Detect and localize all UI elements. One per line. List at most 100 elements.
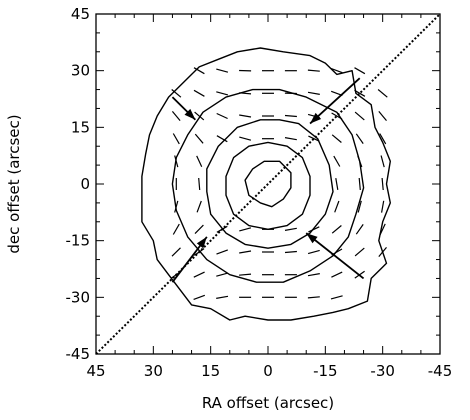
x-axis-label: RA offset (arcsec) <box>202 394 334 412</box>
polarization-vector <box>307 296 320 299</box>
x-tick-label: 15 <box>201 362 220 380</box>
polarization-vector <box>174 200 179 213</box>
polarization-vector <box>331 134 342 143</box>
polarization-vector <box>334 200 340 213</box>
polarization-vector <box>193 248 205 256</box>
x-tick-label: -45 <box>428 362 453 380</box>
polarization-vector <box>239 250 252 254</box>
contour-line <box>225 141 311 231</box>
diagonal-track <box>95 13 441 355</box>
y-tick-label: -30 <box>66 288 91 306</box>
y-tick-label: -45 <box>66 345 91 363</box>
polarization-vector <box>172 223 180 235</box>
polarization-vector <box>194 224 204 235</box>
polarization-vector <box>333 155 341 167</box>
polarization-vector <box>354 89 366 97</box>
polarization-vector <box>193 294 206 300</box>
polarization-vector <box>307 91 320 95</box>
tick-marks <box>95 13 441 355</box>
polarization-vector <box>216 225 228 233</box>
polarization-vector <box>379 223 386 236</box>
polarization-vector <box>216 135 228 143</box>
polarization-vector <box>239 114 252 118</box>
polarization-vector <box>196 200 202 213</box>
polarization-vector <box>171 247 181 257</box>
contour-line <box>171 88 365 283</box>
x-tick-label: 45 <box>86 362 105 380</box>
polarization-vector <box>355 224 364 235</box>
tick-label-layer: 45 30 15 0 -15 -30 -45 -45 -30 -15 0 15 30 45 <box>66 5 453 380</box>
contour-line <box>244 160 292 208</box>
polarization-vector <box>354 247 365 257</box>
polarization-vector <box>216 295 229 299</box>
polarization-vector <box>307 249 320 255</box>
polarization-vector <box>239 273 252 276</box>
polarization-vector <box>216 112 228 120</box>
polarization-vector <box>284 227 297 231</box>
polarization-vector <box>307 69 320 72</box>
polarization-vector <box>357 155 363 168</box>
polarization-vector <box>378 247 387 257</box>
polarization-vector <box>216 91 229 96</box>
polarization-vector <box>216 68 229 73</box>
y-axis-label: dec offset (arcsec) <box>5 114 23 253</box>
polarization-vector <box>308 135 320 142</box>
polarization-vector <box>355 133 364 144</box>
polarization-vector <box>308 226 320 233</box>
polarization-vector <box>194 111 205 121</box>
polarization-vector <box>379 133 387 145</box>
annotation-arrowhead <box>184 108 196 120</box>
polarization-vector <box>198 177 201 191</box>
polarization-vector <box>381 200 385 213</box>
y-tick-label: 15 <box>71 118 90 136</box>
y-tick-label: 45 <box>71 5 90 23</box>
y-tick-label: 30 <box>71 62 90 80</box>
polarization-vector <box>216 249 229 255</box>
polarization-vector <box>193 89 205 97</box>
polarization-vector <box>239 227 252 232</box>
polarization-vector <box>239 92 252 95</box>
polarization-vector <box>331 112 343 120</box>
polarization-vector <box>377 89 388 98</box>
x-tick-label: -15 <box>313 362 338 380</box>
polarization-vector <box>378 111 387 121</box>
x-tick-label: 0 <box>263 362 273 380</box>
polarization-vector <box>354 67 366 75</box>
polarization-vector <box>335 177 339 191</box>
annotation-arrowhead <box>310 112 322 124</box>
polarization-vector <box>357 200 362 213</box>
polarization-vector <box>216 272 229 277</box>
annotation-arrow <box>305 232 365 280</box>
annotation-arrowhead <box>196 236 207 249</box>
contour-line <box>141 47 391 321</box>
polarization-vector <box>193 67 205 75</box>
polarization-vector <box>380 155 385 168</box>
polarization-vector <box>194 133 204 144</box>
polarization-vector <box>284 137 297 141</box>
polarization-vector <box>174 155 179 168</box>
x-tick-label: -30 <box>370 362 395 380</box>
polarization-vector <box>354 111 365 121</box>
polarization-vector <box>171 89 182 98</box>
polarization-vector <box>284 114 297 118</box>
polarization-vector <box>284 250 297 254</box>
plot-data-layer <box>95 13 441 355</box>
y-tick-label: 0 <box>80 175 90 193</box>
polarization-vector <box>381 177 384 191</box>
contour-line <box>206 119 334 249</box>
polarization-vector <box>193 271 205 278</box>
polarization-vector <box>331 271 343 278</box>
polarization-vector <box>358 177 361 191</box>
polarization-vector <box>330 68 343 74</box>
polarization-vector <box>196 155 203 168</box>
polarization-vector <box>172 133 180 145</box>
polarization-vector <box>171 111 181 121</box>
polarization-vector <box>239 136 252 141</box>
polarization-vector <box>330 295 343 300</box>
polarization-vector <box>331 225 342 234</box>
polarization-vector <box>307 273 320 277</box>
x-tick-label: 30 <box>144 362 163 380</box>
annotation-arrowhead <box>306 233 318 244</box>
y-tick-label: -15 <box>66 232 91 250</box>
